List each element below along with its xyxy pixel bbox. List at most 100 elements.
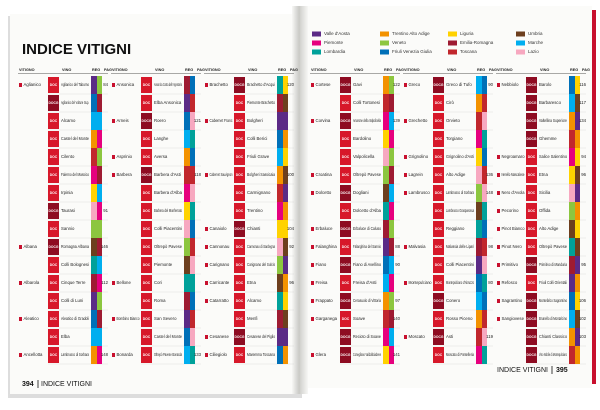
doc-type: DOCG — [49, 101, 59, 105]
region-stripe — [569, 130, 575, 148]
doc-type: DOC — [50, 173, 58, 177]
doc-badge — [48, 131, 59, 147]
doc-badge — [141, 293, 152, 309]
doc-badge — [141, 347, 152, 363]
grape-name: Carignano — [210, 262, 230, 267]
region-stripe — [569, 112, 575, 130]
region-stripe — [482, 220, 487, 238]
region-stripe — [190, 292, 195, 310]
region-stripe — [575, 112, 580, 130]
doc-type: DOCG — [49, 245, 59, 249]
legend-label: Veneto — [392, 40, 407, 45]
region-stripe — [389, 274, 394, 292]
region-stripe — [97, 184, 102, 202]
legend-swatch — [516, 40, 525, 46]
wine-name: Cerasuolo di Vittoria — [353, 298, 381, 303]
grape-name: Cabernet Sauvignon — [210, 172, 233, 177]
doc-badge — [48, 257, 59, 273]
legend-swatch — [380, 31, 389, 37]
doc-type: DOCG — [434, 299, 444, 303]
wine-name: Cesanese del Piglio — [247, 334, 275, 339]
page-number: 90 — [395, 262, 400, 267]
region-stripe — [476, 238, 482, 256]
doc-type: DOCG — [434, 83, 444, 87]
page-number: 134 — [579, 118, 587, 123]
wine-name: Asti — [446, 334, 453, 339]
doc-type: DOC — [236, 173, 244, 177]
doc-badge — [48, 149, 59, 165]
region-stripe — [190, 148, 195, 166]
footer-label: INDICE VITIGNI — [497, 367, 548, 374]
wine-name: Etna — [247, 280, 256, 285]
grape-icon — [311, 173, 314, 177]
doc-type: DOC — [50, 137, 58, 141]
grape-icon — [205, 119, 208, 123]
wine-name: Romagna Albana — [61, 244, 90, 249]
page-number: 84 — [103, 82, 108, 87]
grape-name: Negroamaro — [502, 154, 526, 159]
region-stripe — [476, 346, 482, 364]
column-header: VITIGNO — [112, 68, 128, 72]
grape-name: Falanghina — [316, 244, 338, 249]
wine-name: Cori — [154, 280, 162, 285]
region-stripe — [190, 310, 195, 328]
region-stripe — [184, 148, 190, 166]
grape-icon — [497, 173, 500, 177]
wine-name: Castel del Monte — [61, 136, 90, 141]
region-stripe — [91, 274, 97, 292]
grape-name: Arneis — [117, 118, 129, 123]
wine-name: Valtellina Superiore — [539, 118, 567, 123]
region-stripe — [184, 310, 190, 328]
wine-name: Gavi — [353, 82, 362, 87]
grape-icon — [497, 227, 500, 231]
page-number: 122 — [393, 82, 401, 87]
region-stripe — [383, 76, 389, 94]
wine-name: Barolo — [539, 82, 552, 87]
wine-name: Greco di Tufo — [446, 82, 472, 87]
region-stripe — [383, 238, 389, 256]
grape-name: Albarola — [24, 280, 40, 285]
doc-type: DOCG — [341, 353, 351, 357]
doc-type: DOC — [528, 209, 536, 213]
wine-name: Irpinia — [61, 190, 73, 195]
region-stripe — [97, 256, 102, 274]
grape-name: Moscato — [409, 334, 426, 339]
column-header: REG — [384, 68, 392, 72]
page-number: 139 — [393, 118, 401, 123]
doc-type: DOCG — [527, 83, 537, 87]
page-number: 118 — [194, 172, 201, 177]
region-stripe — [91, 94, 97, 112]
region-stripe — [482, 76, 487, 94]
column-header: VITIGNO — [311, 68, 327, 72]
legend-swatch — [448, 40, 457, 46]
region-stripe — [91, 310, 97, 328]
doc-type: DOCG — [142, 119, 152, 123]
doc-badge — [340, 95, 351, 111]
region-stripe — [575, 274, 580, 292]
grape-name: Primitivo — [502, 262, 519, 267]
grape-name: Nero d'Avola — [502, 190, 526, 195]
doc-badge — [340, 221, 351, 237]
region-stripe — [482, 94, 487, 112]
region-stripe — [476, 76, 482, 94]
region-stripe — [476, 220, 482, 238]
doc-badge — [433, 131, 444, 147]
wine-name: Friuli Colli Orientali — [539, 280, 567, 285]
doc-type: DOCG — [49, 209, 59, 213]
page-number: 80 — [488, 280, 493, 285]
grape-icon — [311, 317, 314, 321]
legend-swatch — [448, 31, 457, 37]
doc-badge — [234, 77, 245, 93]
grape-name: Bellone — [117, 280, 132, 285]
grape-icon — [311, 119, 314, 123]
wine-name: Colli Piacentini — [446, 262, 474, 267]
doc-type: DOC — [143, 245, 151, 249]
grape-name: Bombino Bianco — [117, 316, 140, 321]
doc-type: DOC — [50, 299, 58, 303]
region-stripe — [389, 310, 394, 328]
doc-type: DOC — [143, 101, 151, 105]
wine-name: Brachetto d'Acqui — [247, 82, 275, 87]
legend-label: Umbria — [528, 31, 543, 36]
region-stripe — [190, 112, 195, 130]
